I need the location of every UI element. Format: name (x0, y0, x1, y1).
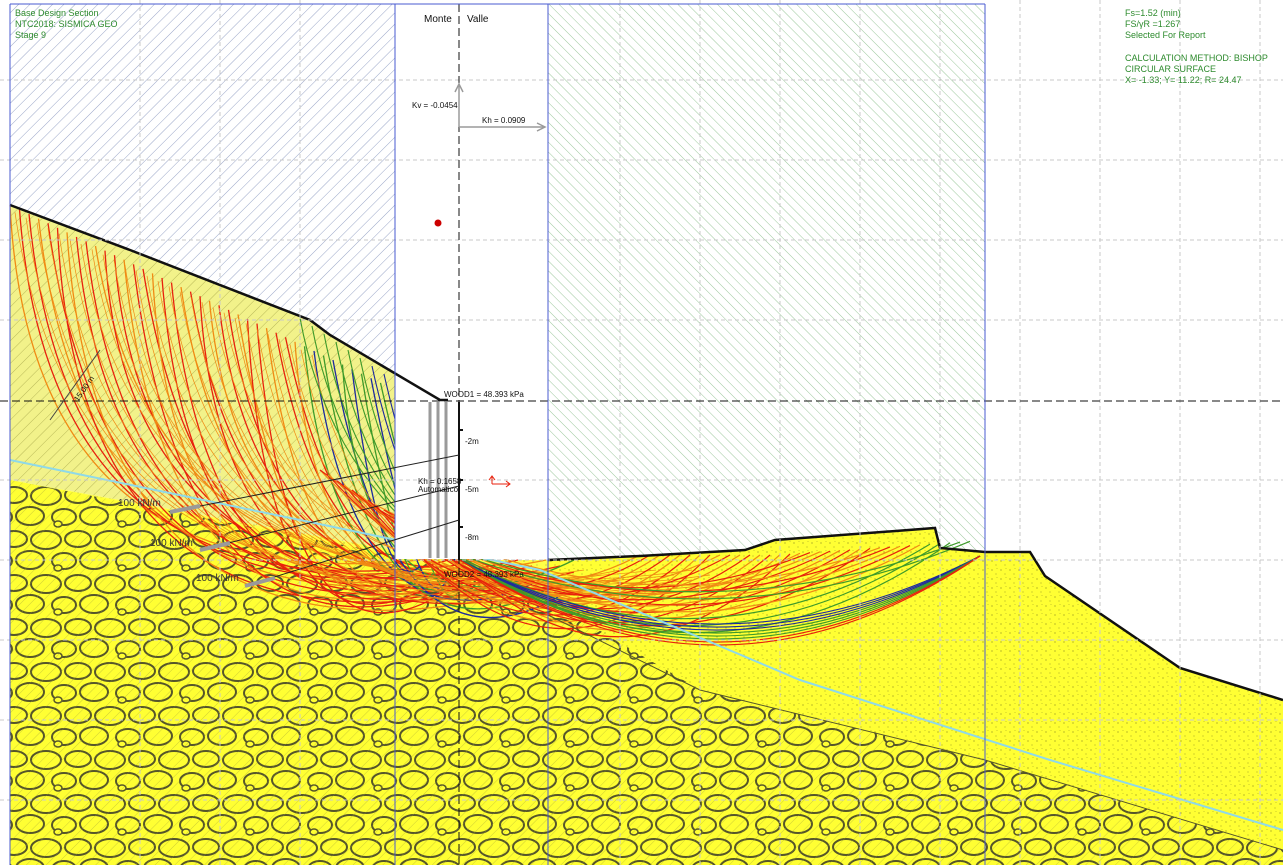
critical-centre-point (434, 219, 442, 227)
failure-surface-arc (459, 555, 981, 631)
dimension-line (49, 349, 101, 421)
kh-auto-label: Automatico (418, 485, 459, 494)
failure-surface-arc (56, 227, 491, 603)
kh-auto-arrow-icon (488, 475, 511, 488)
failure-surface-arc (407, 524, 921, 613)
failure-surface-arc (170, 282, 491, 601)
selected-for-report: Selected For Report (1125, 30, 1206, 40)
kv-label: Kv = -0.0454 (412, 101, 458, 110)
depth-mark: -5m (465, 485, 479, 494)
failure-surface-arc (142, 268, 449, 575)
section-name: Base Design Section (15, 8, 99, 18)
design-approach: NTC2018: SISMICA GEO (15, 19, 118, 29)
seismic-arrows (454, 82, 547, 132)
failure-surface-arc (459, 555, 981, 640)
anchor-bond-lengths (169, 504, 276, 588)
header-valle: Valle (467, 14, 489, 25)
failure-surface-arc (237, 314, 421, 597)
anchor-load-label: 100 kN/m (196, 573, 239, 584)
water-table-line (9, 459, 1283, 831)
anchor-load-label: 100 kN/m (150, 538, 193, 549)
failure-surface-arc (36, 222, 585, 588)
failure-surface-arc (37, 218, 463, 587)
header-monte: Monte (424, 14, 452, 25)
failure-surface-arc (278, 339, 621, 581)
failure-surface-arc (132, 264, 435, 608)
failure-surface-arc (212, 307, 693, 580)
failure-surface-arc (80, 244, 657, 579)
ground-profile-left (9, 203, 448, 402)
failure-surface-arc (447, 540, 971, 600)
stage-label: Stage 9 (15, 30, 46, 40)
failure-surface-arc (343, 484, 671, 603)
anchor-load-label: 100 kN/m (118, 498, 161, 509)
failure-surface-arc (459, 555, 981, 625)
wall-depth-ticks (459, 429, 463, 528)
panel-borders (9, 3, 986, 865)
wood1-label: WOOD1 = 48.393 kPa (444, 390, 524, 399)
failure-surface-arc (124, 265, 549, 599)
fs-min: Fs=1.52 (min) (1125, 8, 1181, 18)
calculation-method: CALCULATION METHOD: BISHOP (1125, 53, 1268, 63)
layer-boundary (547, 614, 1283, 851)
depth-mark: -8m (465, 533, 479, 542)
circle-params: X= -1.33; Y= 11.22; R= 24.47 (1125, 75, 1242, 85)
failure-surface-arc (415, 529, 931, 620)
failure-surface-arc (335, 479, 661, 597)
failure-surface-arc (459, 555, 981, 628)
kh-label: Kh = 0.0909 (482, 116, 526, 125)
failure-surface-arc (135, 270, 567, 604)
failure-surface-arc (102, 254, 693, 589)
failure-surface-arc (256, 323, 449, 614)
ground-anchors (169, 454, 460, 587)
depth-mark: -2m (465, 437, 479, 446)
failure-surface-arc (459, 555, 981, 643)
excavation-zone (395, 4, 548, 559)
failure-surface-arc (459, 555, 981, 646)
wood2-label: WOOD2 = 48.393 kPa (444, 570, 524, 579)
failure-surface-arc (234, 317, 549, 590)
kh-auto-value: Kh = 0.1658 (418, 477, 462, 486)
surface-type: CIRCULAR SURFACE (1125, 64, 1216, 74)
failure-surface-arc (459, 555, 981, 634)
failure-surface-arc (459, 555, 981, 637)
fs-gamma-r: FS/γR =1.267 (1125, 19, 1180, 29)
